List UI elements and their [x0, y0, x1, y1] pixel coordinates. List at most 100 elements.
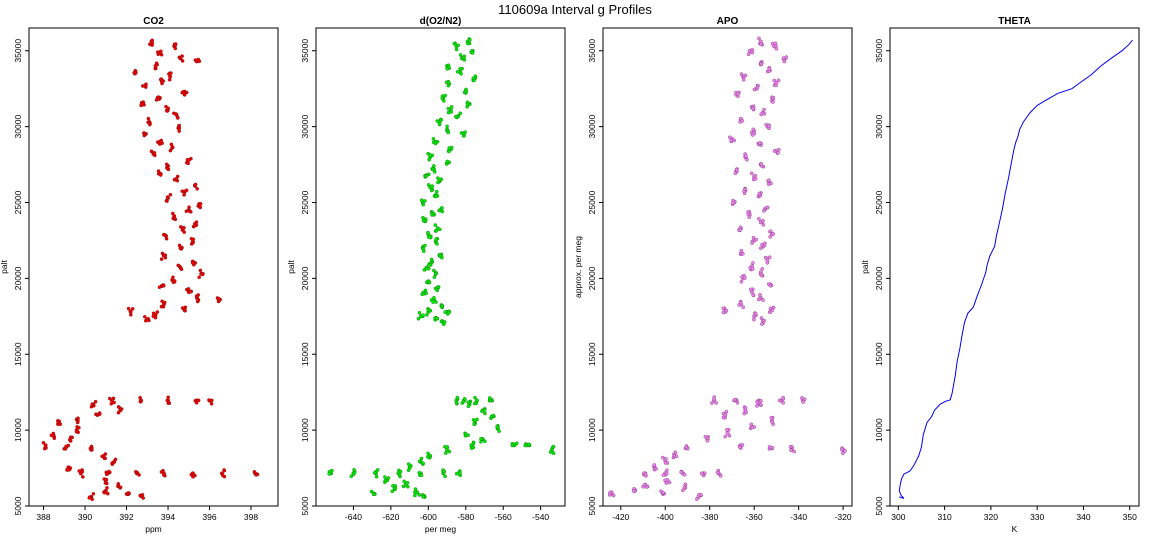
data-point	[157, 285, 162, 290]
data-point	[455, 70, 460, 74]
y-tick-label: 35000	[587, 39, 597, 63]
data-point	[792, 449, 796, 454]
data-point	[94, 412, 98, 417]
data-point	[665, 468, 669, 473]
data-point	[147, 42, 152, 47]
data-point	[471, 441, 476, 446]
data-point	[425, 313, 429, 317]
data-point	[141, 101, 146, 106]
data-point	[165, 195, 170, 199]
data-point	[103, 481, 108, 485]
data-point	[193, 182, 198, 187]
y-tick-label: 25000	[13, 190, 23, 214]
data-point	[151, 314, 156, 319]
panel-title: CO2	[143, 16, 164, 27]
data-point	[682, 472, 687, 477]
data-point	[761, 298, 765, 302]
data-point	[751, 106, 755, 111]
data-point	[159, 257, 164, 261]
data-point	[161, 304, 166, 309]
data-point	[104, 477, 109, 482]
data-point	[739, 248, 744, 253]
data-point	[843, 449, 847, 453]
y-tick-label: 5000	[13, 496, 23, 515]
data-point	[434, 237, 439, 241]
data-point	[436, 285, 441, 289]
data-point	[143, 318, 148, 323]
data-point	[155, 50, 160, 54]
data-point	[772, 78, 777, 83]
data-point	[432, 275, 437, 279]
y-tick-label: 15000	[13, 342, 23, 366]
data-point	[767, 445, 772, 449]
data-point	[447, 149, 451, 154]
data-point	[191, 241, 195, 245]
data-point	[740, 119, 745, 123]
data-point	[761, 219, 765, 223]
data-point	[139, 103, 143, 108]
data-point	[390, 489, 395, 494]
data-point	[142, 314, 147, 319]
data-point	[144, 82, 148, 86]
data-point	[151, 311, 156, 316]
data-point	[744, 154, 748, 158]
data-point	[743, 73, 748, 78]
data-point	[447, 449, 452, 454]
data-point	[445, 124, 449, 129]
data-point	[431, 164, 436, 168]
data-point	[767, 255, 772, 260]
data-point	[739, 72, 744, 76]
data-point	[441, 322, 446, 327]
data-point	[470, 51, 475, 55]
data-point	[770, 420, 775, 425]
data-point	[133, 469, 138, 474]
data-point	[757, 36, 761, 41]
data-point	[158, 96, 162, 100]
plot-frame	[28, 27, 279, 507]
data-point	[66, 443, 71, 448]
data-point	[471, 76, 476, 81]
data-point	[196, 398, 201, 403]
data-point	[159, 470, 164, 474]
data-point	[170, 211, 175, 216]
data-point	[465, 100, 470, 105]
data-point	[138, 493, 143, 498]
data-point	[789, 448, 793, 453]
data-point	[430, 167, 435, 172]
data-point	[458, 111, 463, 116]
theta-profile-line	[898, 39, 1133, 499]
data-point	[738, 228, 742, 232]
data-point	[755, 404, 759, 408]
data-point	[427, 157, 432, 162]
data-point	[753, 311, 758, 316]
data-point	[172, 42, 177, 47]
data-point	[152, 151, 157, 155]
y-tick-label: 15000	[300, 342, 310, 366]
data-point	[424, 174, 428, 179]
data-point	[458, 470, 462, 475]
data-point	[197, 275, 201, 280]
data-point	[703, 434, 708, 439]
x-tick-label: -640	[345, 512, 362, 522]
data-point	[454, 47, 459, 52]
data-point	[458, 67, 462, 71]
data-point	[417, 310, 422, 315]
data-point	[432, 170, 437, 174]
data-point	[90, 497, 94, 502]
y-tick-label: 10000	[13, 418, 23, 442]
data-point	[126, 491, 131, 495]
data-point	[471, 418, 476, 422]
data-point	[372, 471, 377, 475]
plot-frame	[889, 27, 1140, 507]
data-point	[466, 404, 471, 409]
data-point	[611, 493, 616, 498]
data-point	[458, 53, 463, 57]
data-point	[768, 283, 773, 288]
data-point	[154, 98, 159, 102]
data-point	[175, 178, 180, 183]
data-point	[162, 473, 166, 477]
data-point	[746, 52, 751, 57]
data-point	[419, 473, 424, 478]
data-point	[419, 198, 424, 202]
x-tick-label: -620	[382, 512, 399, 522]
